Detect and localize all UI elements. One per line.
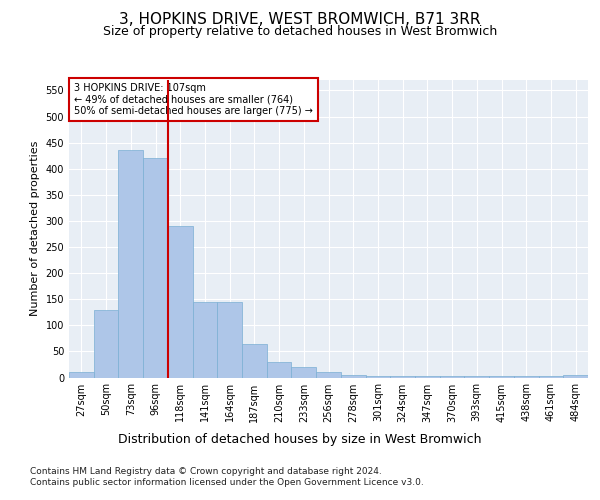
Text: Contains HM Land Registry data © Crown copyright and database right 2024.
Contai: Contains HM Land Registry data © Crown c… xyxy=(30,468,424,487)
Y-axis label: Number of detached properties: Number of detached properties xyxy=(30,141,40,316)
Bar xyxy=(489,376,514,378)
Text: Distribution of detached houses by size in West Bromwich: Distribution of detached houses by size … xyxy=(118,432,482,446)
Bar xyxy=(267,362,292,378)
Bar xyxy=(464,376,489,378)
Bar xyxy=(390,376,415,378)
Bar xyxy=(242,344,267,378)
Bar xyxy=(316,372,341,378)
Bar xyxy=(341,375,365,378)
Bar xyxy=(118,150,143,378)
Bar xyxy=(168,226,193,378)
Bar xyxy=(440,376,464,378)
Bar xyxy=(69,372,94,378)
Bar xyxy=(94,310,118,378)
Text: 3, HOPKINS DRIVE, WEST BROMWICH, B71 3RR: 3, HOPKINS DRIVE, WEST BROMWICH, B71 3RR xyxy=(119,12,481,28)
Bar xyxy=(292,367,316,378)
Bar xyxy=(415,376,440,378)
Bar xyxy=(539,376,563,378)
Bar xyxy=(563,375,588,378)
Bar xyxy=(514,376,539,378)
Bar xyxy=(365,376,390,378)
Bar xyxy=(193,302,217,378)
Text: 3 HOPKINS DRIVE: 107sqm
← 49% of detached houses are smaller (764)
50% of semi-d: 3 HOPKINS DRIVE: 107sqm ← 49% of detache… xyxy=(74,83,313,116)
Text: Size of property relative to detached houses in West Bromwich: Size of property relative to detached ho… xyxy=(103,25,497,38)
Bar xyxy=(143,158,168,378)
Bar xyxy=(217,302,242,378)
